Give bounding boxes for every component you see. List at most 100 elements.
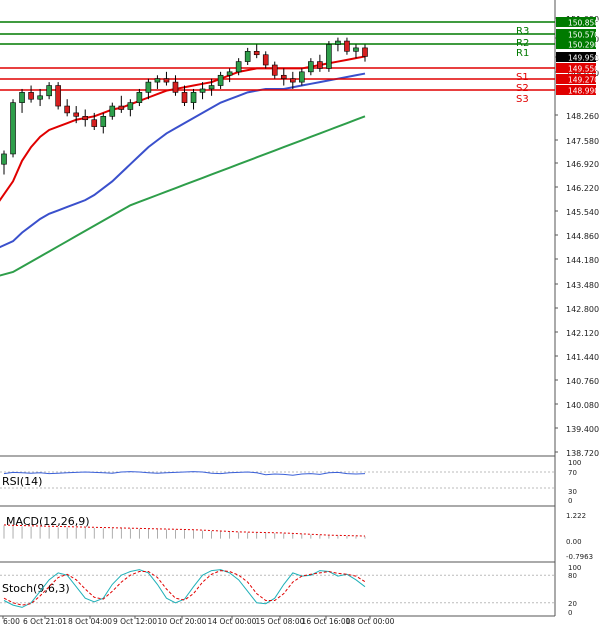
price-tick-label: 139.400 [566,425,599,434]
price-tick-label: 140.760 [566,377,599,386]
price-tick-label: 146.220 [566,184,599,193]
candlesticks [1,37,368,175]
current-price-label: 149.950 [568,54,599,63]
time-tick-label: 6:00 [3,617,20,626]
macd-signal-line [3,524,366,537]
time-tick-label: 15 Oct 08:00 [256,617,305,626]
price-tick-label: 148.260 [566,112,599,121]
sma-line-2 [0,115,366,277]
price-tick-label: 145.540 [566,208,599,217]
candle-body [299,71,305,83]
candle-body [199,88,206,93]
rsi-tick-label: 70 [568,469,577,477]
candle-body [271,64,278,76]
rsi-tick-label: 30 [568,488,577,496]
candle-body [118,105,125,110]
candle-body [317,61,323,69]
level-tag-label: 150.570 [568,31,599,40]
price-tick-label: 141.440 [566,353,599,362]
price-tick-label: 142.800 [566,305,599,314]
candle-body [353,47,359,52]
candle-body [100,116,107,127]
candle-body [190,92,197,103]
candle-body [262,54,269,66]
candle-body [208,85,215,90]
candle-body [280,74,287,79]
candle-body [28,92,34,100]
candle-body [145,81,152,93]
level-tag-bg [556,39,596,49]
price-tick-label: 144.860 [566,232,599,241]
time-tick-label: 8 Oct 04:00 [68,617,112,626]
candle-body [235,61,242,73]
level-tag-label: 148.990 [568,87,599,96]
stoch-d-line [3,570,366,606]
price-tick-label: 144.180 [566,256,599,265]
price-tick-label: 138.720 [566,449,599,458]
candle-body [335,40,341,45]
candle-body [19,92,25,103]
rsi-tick-label: 0 [568,497,572,505]
time-tick-label: 18 Oct 00:00 [346,617,395,626]
level-tag-label: 149.270 [568,76,599,85]
candle-body [127,102,134,110]
rsi-title: RSI(14) [2,475,42,488]
level-tag-bg [556,17,596,27]
candle-body [253,51,260,56]
level-tag-bg [556,63,596,73]
level-tag-label: 150.290 [568,41,599,50]
price-tick-label: 147.580 [566,137,599,146]
level-tag-bg [556,74,596,84]
candle-body [226,71,233,76]
price-tick-label: 146.920 [566,160,599,169]
stoch-tick-label: 0 [568,609,572,617]
candle-body [163,78,170,83]
time-tick-label: 10 Oct 20:00 [158,617,207,626]
level-name-s3: S3 [516,94,529,105]
candle-body [181,92,188,103]
candle-body [64,105,70,114]
stoch-tick-label: 80 [568,572,577,580]
macd-panel: MACD(12,26,9) 1.222 0.00 -0.7963 [3,512,593,561]
time-tick-label: 14 Oct 00:00 [208,617,257,626]
candle-body [46,85,52,97]
current-price-tag [556,52,596,62]
stoch-tick-label: 100 [568,564,581,572]
rsi-tick-label: 100 [568,459,581,467]
candle-body [109,105,116,117]
level-tag-label: 149.550 [568,65,599,74]
rsi-panel: RSI(14) 100 70 300 [0,459,581,505]
candle-body [37,95,43,100]
stoch-title: Stoch(9,6,3) [2,582,70,595]
level-name-r3: R3 [516,26,529,37]
level-tag-label: 150.858 [568,19,599,28]
candle-body [172,81,179,93]
rsi-line [3,471,366,476]
level-name-s1: S1 [516,72,529,83]
candle-body [344,40,350,52]
candle-body [136,92,143,103]
sma-line-1 [0,72,366,249]
price-tick-label: 142.120 [566,329,599,338]
level-tag-bg [556,85,596,95]
candle-body [326,44,332,69]
candle-body [91,119,98,127]
macd-tick-label: 0.00 [566,538,582,546]
macd-title: MACD(12,26,9) [6,515,90,528]
macd-tick-label: 1.222 [566,512,586,520]
candle-body [362,47,368,57]
time-axis: 6:00 6 Oct 21:01 8 Oct 04:00 9 Oct 12:00 10 … [2,616,395,626]
price-tick-label: 140.080 [566,401,599,410]
level-name-s2: S2 [516,83,529,94]
candle-body [289,78,296,83]
candle-body [10,102,16,155]
candle-body [1,153,7,165]
candle-body [55,85,61,107]
level-name-r1: R1 [516,48,529,59]
time-tick-label: 16 Oct 16:00 [302,617,351,626]
